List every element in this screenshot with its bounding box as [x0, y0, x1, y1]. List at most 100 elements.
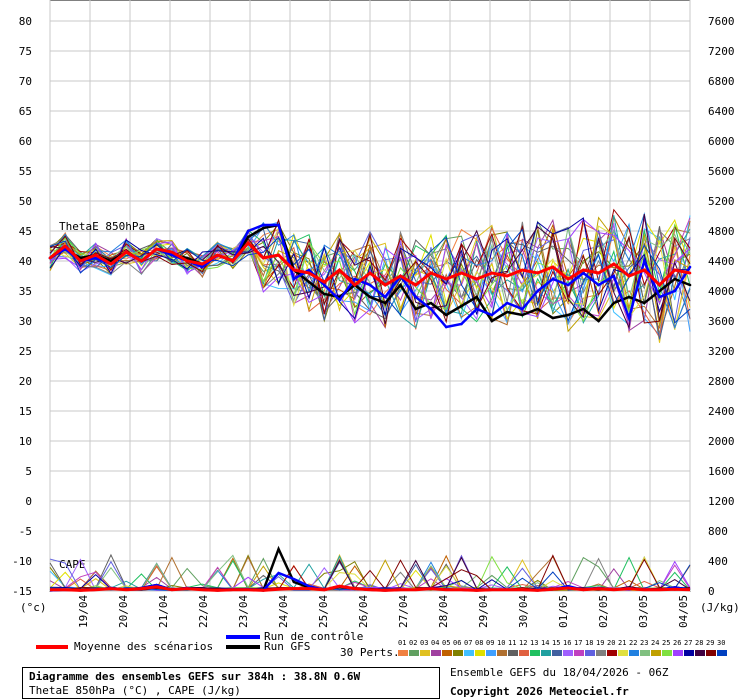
pert-color-swatch — [453, 650, 463, 656]
control-run-thetae-point — [505, 301, 509, 305]
mean-thetae-point — [505, 274, 509, 278]
mean-thetae-point — [597, 271, 600, 275]
mean-thetae-point — [140, 259, 143, 263]
pert-number: 16 — [563, 639, 572, 647]
left-unit-label: (°c) — [20, 601, 47, 614]
mean-thetae-point — [338, 268, 341, 272]
mean-thetae-point — [551, 265, 555, 269]
mean-thetae-point — [642, 268, 646, 272]
pert-color-swatch — [596, 650, 606, 656]
pert-number: 07 — [464, 639, 473, 647]
pert-color-swatch — [431, 650, 441, 656]
x-tick-label: 30/04 — [517, 595, 530, 628]
right-tick-label: 4800 — [708, 225, 735, 238]
perturbation-thetae-line — [49, 221, 691, 318]
control-run-thetae-point — [429, 307, 433, 311]
right-tick-label: 5600 — [708, 165, 735, 178]
mean-thetae-point — [490, 271, 494, 275]
control-run-thetae-point — [262, 223, 265, 227]
x-tick-label: 01/05 — [557, 595, 570, 628]
caption-box: Diagramme des ensembles GEFS sur 384h : … — [22, 667, 440, 699]
mean-thetae-point — [48, 256, 52, 260]
gfs-run-thetae-point — [383, 301, 387, 305]
mean-thetae-point — [612, 262, 616, 266]
control-run-thetae-point — [688, 265, 692, 269]
right-tick-label: 2000 — [708, 435, 735, 448]
left-tick-label: 25 — [19, 345, 32, 358]
control-run-label: Run de contrôle — [264, 630, 364, 643]
mean-thetae-point — [109, 262, 113, 266]
left-tick-label: -10 — [12, 555, 32, 568]
gfs-run-thetae-point — [627, 295, 631, 299]
pert-color-swatch — [409, 650, 419, 656]
perturbation-thetae-line — [49, 230, 691, 323]
pert-color-swatch — [585, 650, 595, 656]
mean-thetae-point — [170, 250, 174, 254]
pert-number: 30 — [717, 639, 726, 647]
left-tick-label: 5 — [25, 465, 32, 478]
right-tick-label: 5200 — [708, 195, 735, 208]
mean-thetae-point — [399, 274, 402, 278]
x-tick-label: 27/04 — [397, 595, 410, 628]
pert-number: 22 — [629, 639, 638, 647]
gfs-run-thetae-point — [307, 280, 311, 284]
perturbation-thetae-line — [49, 217, 691, 320]
x-tick-label: 21/04 — [157, 595, 170, 628]
pert-color-swatch — [618, 650, 628, 656]
control-run-thetae-point — [414, 295, 418, 299]
left-tick-label: 40 — [19, 255, 32, 268]
right-tick-label: 6400 — [708, 105, 735, 118]
gfs-run-thetae-point — [399, 283, 402, 287]
control-run-thetae-point — [597, 283, 600, 287]
pert-color-swatch — [497, 650, 507, 656]
copyright: Copyright 2026 Meteociel.fr — [450, 685, 629, 698]
left-tick-label: 60 — [19, 135, 32, 148]
gfs-run-thetae-point — [566, 313, 570, 317]
right-tick-label: 6000 — [708, 135, 735, 148]
left-tick-label: 35 — [19, 285, 32, 298]
right-tick-label: 4400 — [708, 255, 735, 268]
pert-number: 01 — [398, 639, 407, 647]
mean-thetae-point — [155, 247, 158, 251]
pert-color-swatch — [706, 650, 716, 656]
pert-number: 09 — [486, 639, 495, 647]
pert-color-swatch — [508, 650, 518, 656]
gfs-run-thetae-point — [322, 292, 326, 296]
control-run-thetae-point — [460, 322, 463, 326]
pert-number: 15 — [552, 639, 561, 647]
mean-thetae-point — [582, 268, 585, 272]
gfs-run-thetae-point — [414, 307, 418, 311]
pert-number: 04 — [431, 639, 440, 647]
pert-color-swatch — [519, 650, 529, 656]
gfs-run-thetae-point — [551, 316, 555, 320]
mean-thetae-point — [475, 277, 478, 281]
gfs-run-thetae-point — [505, 310, 509, 314]
gfs-run-thetae-point — [429, 301, 433, 305]
pert-color-swatch — [563, 650, 573, 656]
pert-color-swatch — [662, 650, 672, 656]
mean-thetae-point — [277, 253, 280, 257]
control-run-thetae-point — [170, 253, 174, 257]
mean-thetae-point — [201, 262, 204, 266]
gfs-run-thetae-point — [368, 295, 372, 299]
control-run-thetae-point — [292, 277, 296, 281]
pert-number: 19 — [596, 639, 605, 647]
pert-number: 03 — [420, 639, 429, 647]
control-run-thetae-point — [246, 229, 250, 233]
perts-label: 30 Perts. — [340, 646, 400, 659]
gfs-run-thetae-point — [490, 319, 494, 323]
right-tick-label: 3200 — [708, 345, 735, 358]
thetae-panel-label: ThetaE 850hPa — [59, 220, 145, 233]
pert-number: 05 — [442, 639, 451, 647]
left-tick-label: 30 — [19, 315, 32, 328]
x-tick-label: 29/04 — [477, 595, 490, 628]
control-run-thetae-point — [536, 289, 539, 293]
control-run-thetae-point — [322, 283, 326, 287]
pert-color-swatch — [442, 650, 452, 656]
right-tick-label: 6800 — [708, 75, 735, 88]
mean-thetae-point — [658, 283, 661, 287]
mean-thetae-point — [536, 271, 539, 275]
pert-color-swatch — [398, 650, 408, 656]
